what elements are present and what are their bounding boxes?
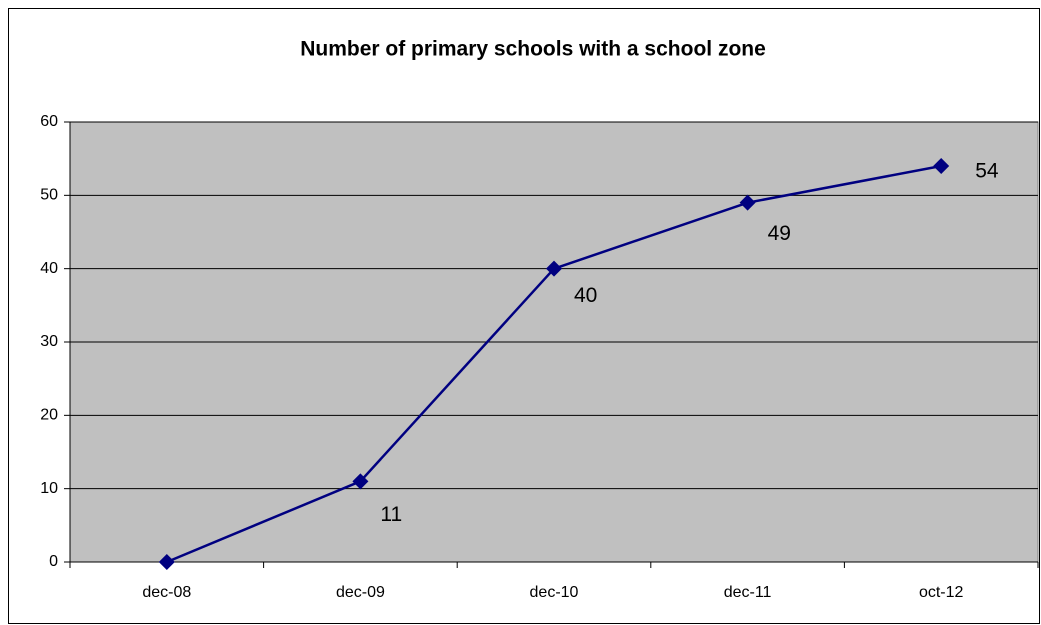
y-tick-label: 50	[40, 187, 58, 204]
y-tick-label: 20	[40, 407, 58, 424]
x-tick-label: dec-10	[530, 584, 579, 601]
data-point	[158, 554, 175, 570]
data-point	[546, 260, 562, 277]
data-label: 11	[380, 503, 402, 526]
y-tick-label: 60	[40, 113, 58, 130]
data-point	[739, 194, 756, 211]
x-tick-label: dec-09	[336, 584, 385, 601]
data-point	[352, 473, 369, 490]
x-tick-label: dec-11	[724, 584, 772, 601]
data-point	[933, 158, 950, 174]
y-tick-label: 30	[40, 333, 58, 350]
chart-title: Number of primary schools with a school …	[300, 38, 766, 61]
y-tick-label: 40	[40, 260, 58, 277]
y-tick-label: 0	[49, 553, 58, 570]
data-label: 54	[975, 160, 999, 183]
y-tick-label: 10	[40, 480, 58, 497]
data-label: 49	[768, 222, 791, 245]
data-label: 40	[574, 284, 597, 307]
x-tick-label: dec-08	[142, 584, 191, 601]
x-tick-label: oct-12	[919, 584, 964, 601]
